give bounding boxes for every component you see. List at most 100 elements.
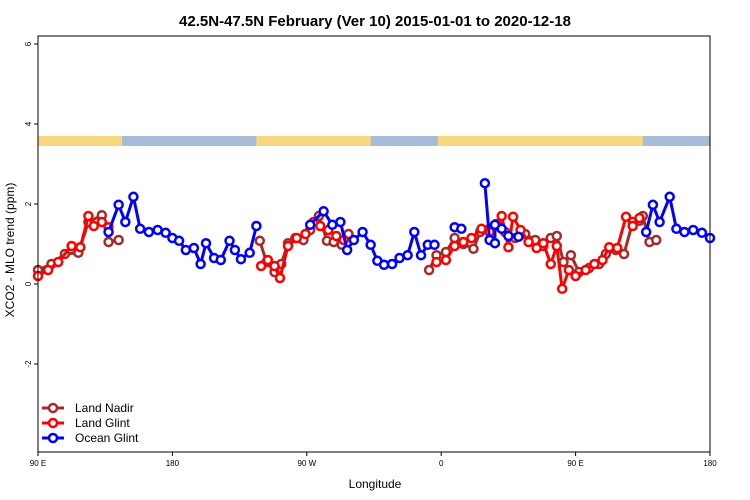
data-point [458, 236, 469, 248]
data-point [589, 258, 600, 270]
data-point [671, 223, 682, 235]
series-ocean-glint [103, 177, 716, 271]
x-tick-label-1: 180 [166, 459, 180, 468]
data-point [634, 212, 645, 224]
data-point [664, 191, 675, 203]
data-point [188, 242, 200, 254]
x-tick-label-3: 0 [439, 459, 444, 468]
land-ocean-band [38, 136, 710, 146]
ocean-band [38, 136, 710, 146]
data-point [152, 224, 163, 236]
data-point [496, 210, 507, 222]
data-point [479, 177, 491, 189]
land-band-3 [525, 136, 643, 146]
data-point [103, 236, 114, 248]
data-point [476, 223, 487, 235]
data-point [612, 242, 623, 254]
data-point [215, 254, 227, 266]
data-point [394, 252, 405, 264]
data-point [545, 258, 556, 270]
data-point [300, 228, 311, 240]
data-point [42, 264, 54, 276]
data-point [327, 219, 338, 231]
data-point [563, 264, 575, 276]
data-point [429, 239, 440, 251]
data-point [304, 219, 316, 231]
series-layer [32, 177, 716, 295]
data-point [291, 232, 302, 244]
legend-label-2: Ocean Glint [75, 431, 139, 445]
data-point [83, 210, 94, 222]
x-tick-label-2: 90 W [297, 459, 316, 468]
data-point [580, 264, 591, 276]
data-point [468, 243, 479, 255]
data-point [654, 216, 665, 228]
data-point [200, 237, 212, 249]
data-point [75, 241, 86, 253]
data-point [282, 240, 294, 252]
data-point [523, 236, 534, 248]
data-point [507, 211, 519, 223]
data-point [687, 224, 699, 236]
data-point [456, 223, 467, 235]
legend-marker-0 [47, 402, 59, 414]
data-point [244, 247, 255, 259]
plot-border [37, 35, 711, 453]
data-point [618, 248, 630, 260]
data-point [66, 240, 77, 252]
data-point [180, 244, 192, 256]
data-point [647, 199, 659, 211]
x-tick-label-5: 180 [703, 459, 717, 468]
data-point [551, 240, 563, 252]
data-point [402, 249, 413, 261]
data-point [341, 244, 353, 256]
data-point [96, 216, 108, 228]
data-point [120, 216, 131, 228]
data-point [531, 242, 542, 254]
data-point [640, 226, 652, 238]
x-axis-label: Longitude [349, 477, 402, 491]
data-point [160, 227, 171, 239]
axes: 90 E 180 90 W 0 90 E 180 -2 0 2 4 6 [24, 41, 717, 468]
data-point [603, 241, 615, 253]
land-band-1 [256, 136, 371, 146]
data-point [52, 256, 64, 268]
data-point [551, 230, 563, 242]
x-tick-label-0: 90 E [30, 459, 46, 468]
y-axis-label: XCO2 - MLO trend (ppm) [3, 183, 17, 318]
y-tick-label-4: 6 [24, 41, 33, 46]
data-point [274, 272, 286, 284]
legend-label-1: Land Glint [75, 416, 130, 430]
data-point [318, 205, 329, 217]
data-point [597, 254, 608, 266]
data-point [565, 249, 577, 261]
legend-label-0: Land Nadir [75, 401, 134, 415]
data-point [489, 237, 501, 249]
data-point [134, 223, 146, 235]
data-point [143, 226, 155, 238]
x-tick-label-4: 90 E [567, 459, 583, 468]
data-point [251, 220, 262, 232]
data-point [262, 254, 274, 266]
legend-marker-1 [47, 417, 59, 429]
data-point [503, 241, 514, 253]
data-point [195, 258, 206, 270]
data-point [556, 283, 568, 295]
land-band-0 [38, 136, 122, 146]
legend-marker-2 [47, 432, 59, 444]
data-point [113, 199, 124, 211]
data-point [409, 226, 420, 238]
data-point [113, 234, 124, 246]
data-point [440, 254, 452, 266]
data-point [620, 211, 632, 223]
data-point [378, 259, 390, 271]
data-point [255, 260, 267, 272]
data-point [538, 237, 549, 249]
y-tick-label-1: 0 [24, 281, 33, 286]
data-point [696, 227, 708, 239]
data-point [173, 235, 185, 247]
data-point [348, 234, 360, 246]
data-point [650, 234, 662, 246]
